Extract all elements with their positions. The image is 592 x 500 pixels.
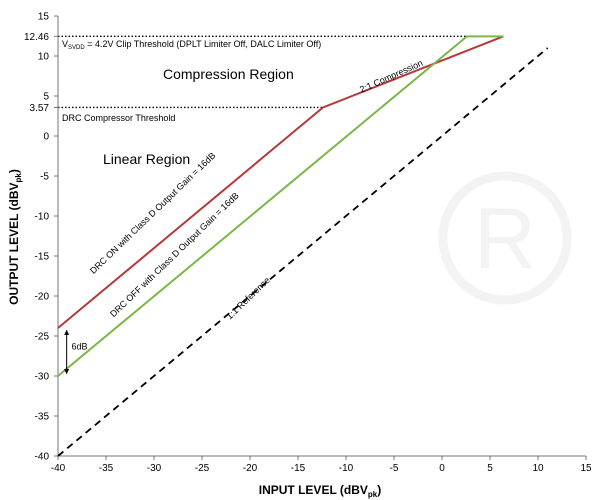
y-tick-label: 3.57	[30, 103, 50, 114]
x-tick-label: 15	[580, 463, 592, 474]
y-tick-label: -30	[35, 372, 50, 383]
svg-text:R: R	[474, 191, 536, 287]
x-tick-label: 0	[439, 463, 445, 474]
y-axis-title: OUTPUT LEVEL (dBVpk)	[7, 169, 23, 305]
x-tick-label: -35	[99, 463, 114, 474]
drc-on-series-label: DRC ON with Class D Output Gain = 16dB	[88, 150, 217, 276]
y-tick-label: -25	[35, 332, 50, 343]
y-tick-label: -40	[35, 452, 50, 463]
drc-on-line	[57, 35, 504, 329]
axes	[57, 16, 586, 457]
x-axis-title: INPUT LEVEL (dBVpk)	[259, 483, 381, 499]
x-tick-label: 5	[487, 463, 493, 474]
y-tick-label: -15	[35, 252, 50, 263]
series-lines	[57, 35, 549, 457]
y-tick-label: -10	[35, 212, 50, 223]
y-tick-label: 10	[38, 52, 50, 63]
linear-region-label: Linear Region	[103, 151, 190, 167]
registered-trademark-watermark: R	[438, 171, 572, 305]
y-tick-label: -35	[35, 412, 50, 423]
x-tick-label: -40	[51, 463, 66, 474]
y-tick-label: 5	[43, 92, 49, 103]
compression-region-label: Compression Region	[163, 66, 294, 82]
x-tick-label: -25	[195, 463, 210, 474]
y-tick-label: -5	[40, 172, 49, 183]
drc-off-line	[57, 35, 504, 377]
x-tick-label: 10	[532, 463, 544, 474]
y-tick-label: 15	[38, 12, 50, 23]
gain-difference-label: 6dB	[71, 342, 87, 352]
clip-threshold-label: VSVDD = 4.2V Clip Threshold (DPLT Limite…	[62, 39, 321, 51]
compressor-threshold-label: DRC Compressor Threshold	[62, 113, 175, 123]
drc-off-series-label: DRC OFF with Class D Output Gain = 16dB	[108, 190, 241, 319]
y-tick-label: -20	[35, 292, 50, 303]
x-tick-label: -30	[147, 463, 162, 474]
reference-series-label: 1:1 Reference	[224, 275, 272, 321]
compression-ratio-label: 2:1 Compression	[358, 58, 424, 95]
tick-labels: -40 -35 -30 -25 -20 -15 -10 -5 0 5 10 15 -40 -35 -30 -2…	[24, 12, 592, 475]
y-tick-label: 12.46	[24, 32, 49, 43]
y-tick-label: 0	[43, 132, 49, 143]
reference-line	[57, 47, 549, 457]
x-tick-label: -10	[339, 463, 354, 474]
threshold-lines	[58, 35, 467, 109]
x-tick-label: -5	[390, 463, 399, 474]
x-tick-label: -15	[291, 463, 306, 474]
x-tick-label: -20	[243, 463, 258, 474]
